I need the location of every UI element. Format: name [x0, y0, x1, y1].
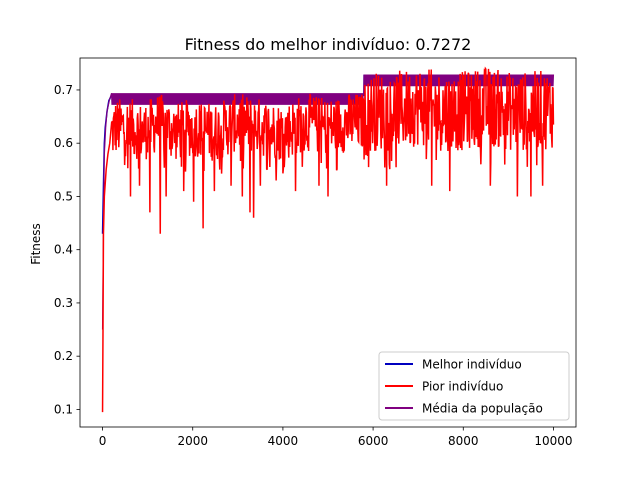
y-tick-label: 0.7	[54, 83, 73, 97]
legend: Melhor indivíduo Pior indivíduo Média da p…	[378, 351, 570, 421]
legend-label: Pior indivíduo	[422, 380, 503, 394]
x-tick-label: 4000	[268, 434, 299, 448]
x-tick-label: 0	[99, 434, 107, 448]
x-tick-label: 8000	[448, 434, 479, 448]
y-tick-label: 0.3	[54, 296, 73, 310]
y-tick-label: 0.1	[54, 402, 73, 416]
axes-frame	[79, 57, 577, 428]
legend-box	[378, 351, 570, 421]
y-tick-label: 0.4	[54, 243, 73, 257]
x-tick-label: 10000	[534, 434, 572, 448]
legend-label: Média da população	[422, 402, 543, 416]
y-tick-label: 0.6	[54, 136, 73, 150]
y-tick-label: 0.2	[54, 349, 73, 363]
axes: 0 2000 4000 6000 8000 10000 0.1 0.2 0.3 0.4 0.5 0.6…	[54, 57, 577, 448]
y-tick-label: 0.5	[54, 189, 73, 203]
x-tick-label: 6000	[358, 434, 389, 448]
y-axis-label: Fitness	[29, 223, 43, 265]
chart-title: Fitness do melhor indivíduo: 0.7272	[185, 35, 472, 54]
x-tick-label: 2000	[177, 434, 208, 448]
legend-label: Melhor indivíduo	[422, 358, 522, 372]
series-line-pior	[101, 66, 555, 413]
